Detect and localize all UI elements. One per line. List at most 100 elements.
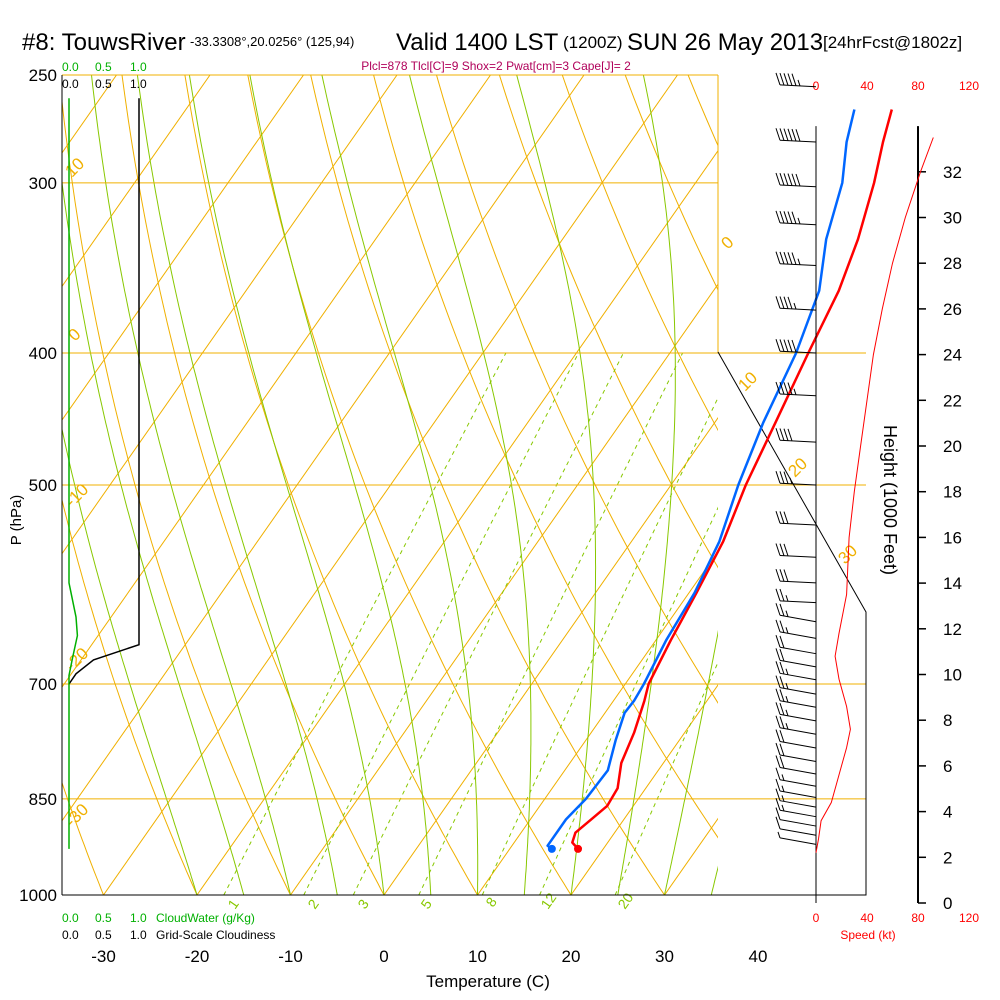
wind-barb-14 — [775, 603, 817, 623]
wind-barb-30 — [775, 807, 817, 827]
wind-barb-flag — [775, 603, 781, 616]
cloudwater-label: CloudWater (g/Kg) — [156, 911, 255, 925]
pressure-tick-700: 700 — [29, 675, 57, 694]
wind-barb-staff — [779, 819, 817, 827]
wind-barb-flag — [775, 807, 781, 820]
moist-adiabat--15 — [62, 178, 245, 895]
wind-barb-half — [797, 79, 801, 87]
wind-barb-12 — [775, 568, 817, 584]
wind-barb-23 — [775, 729, 817, 749]
isotherm--100 — [0, 75, 23, 895]
moist-adiabat-25 — [617, 75, 676, 895]
wind-barb-flag — [795, 129, 801, 142]
speed-bottom-80: 80 — [911, 911, 925, 925]
wind-barb-flag — [775, 588, 781, 601]
height-label-22: 22 — [943, 391, 962, 410]
wind-barb-28 — [775, 788, 817, 808]
wind-barb-31 — [775, 816, 817, 836]
dry-adiabat--20 — [62, 497, 198, 895]
wind-barb-flag — [787, 173, 793, 186]
dry-adiabat-20 — [247, 75, 572, 895]
wind-barb-flag — [779, 72, 785, 86]
mixing-ratio-label-5: 5 — [417, 896, 435, 912]
speed-bottom-40: 40 — [860, 911, 874, 925]
dry-adiabat-50 — [436, 75, 718, 704]
wind-barb-half — [777, 831, 781, 839]
wind-barb-half — [785, 696, 789, 703]
wind-barb-flag — [779, 603, 785, 617]
pressure-tick-250: 250 — [29, 66, 57, 85]
wind-barb-staff — [779, 307, 817, 311]
dewpoint-line-surface-dot — [547, 844, 556, 853]
wind-barb-flag — [787, 211, 793, 224]
pressure-tick-850: 850 — [29, 790, 57, 809]
wind-barb-staff — [779, 809, 817, 818]
height-label-32: 32 — [943, 163, 962, 182]
speed-top-40: 40 — [860, 79, 874, 93]
wind-barb-29 — [775, 798, 817, 818]
speed-bottom-120: 120 — [959, 911, 979, 925]
wind-barb-flag — [779, 756, 785, 769]
dry-adiabat-label-4: -30 — [61, 800, 92, 831]
wind-barb-staff — [779, 263, 817, 267]
isotherm--80 — [62, 75, 211, 288]
pressure-tick-300: 300 — [29, 174, 57, 193]
wind-barb-21 — [775, 702, 817, 722]
y-axis-label: P (hPa) — [8, 495, 25, 546]
wind-barb-flag — [779, 588, 785, 602]
station-name: #8: TouwsRiver — [22, 29, 186, 56]
wind-barb-flag — [775, 661, 781, 674]
pressure-tick-400: 400 — [29, 344, 57, 363]
temperature-tick-0: 0 — [379, 947, 388, 966]
wind-barb-flag — [779, 620, 785, 633]
wind-barb-flag — [783, 211, 789, 224]
wind-barb-flag — [787, 73, 793, 86]
wind-barb-25 — [775, 755, 817, 775]
wind-barb-flag — [775, 511, 781, 524]
cloudiness-top-05: 0.5 — [95, 77, 112, 91]
dry-adiabat-60 — [498, 75, 718, 569]
wind-barb-half — [785, 709, 789, 716]
speed-top-120: 120 — [959, 79, 979, 93]
wind-barb-0 — [775, 72, 817, 88]
wind-barb-flag — [775, 128, 781, 141]
cloudwater-top-05: 0.5 — [95, 60, 112, 74]
valid-date: SUN 26 May 2013 — [627, 29, 823, 56]
wind-barb-staff — [779, 631, 817, 639]
wind-barb-flag — [775, 296, 781, 309]
wind-barb-flag — [775, 543, 781, 556]
mixing-ratio-3 — [352, 352, 624, 895]
wind-barb-flag — [775, 816, 781, 829]
cloudiness-top-0: 0.0 — [62, 77, 79, 91]
valid-time: Valid 1400 LST — [396, 29, 559, 56]
temperature-line-surface-dot — [574, 844, 583, 853]
wind-barb-half — [785, 610, 789, 617]
wind-barb-flag — [779, 569, 785, 582]
height-label-28: 28 — [943, 254, 962, 273]
wind-barb-staff — [779, 393, 817, 397]
speed-top-0: 0 — [813, 79, 820, 93]
wind-barb-flag — [779, 702, 785, 716]
wind-barb-2 — [775, 172, 817, 188]
speed-bottom-0: 0 — [813, 911, 820, 925]
wind-barb-flag — [787, 128, 793, 141]
wind-barb-staff — [779, 659, 817, 668]
height-label-10: 10 — [943, 666, 962, 685]
mixing-ratio-5 — [418, 352, 684, 895]
wind-barb-staff — [779, 800, 817, 808]
wind-barb-flag — [779, 716, 785, 729]
wind-barb-5 — [775, 296, 817, 311]
cloudiness-bottom-05: 0.5 — [95, 928, 112, 942]
wind-barb-19 — [775, 675, 817, 695]
cloudwater-top-1: 1.0 — [130, 60, 147, 74]
wind-barb-flag — [775, 172, 781, 186]
wind-barb-flag — [779, 743, 785, 756]
dry-adiabat--10 — [62, 97, 291, 895]
wind-barb-staff — [779, 439, 817, 443]
wind-barb-half — [781, 785, 785, 792]
wind-barb-staff — [779, 713, 817, 722]
wind-barb-flag — [779, 128, 785, 141]
height-label-12: 12 — [943, 620, 962, 639]
wind-barb-flag — [783, 128, 789, 141]
wind-barb-staff — [779, 580, 817, 584]
